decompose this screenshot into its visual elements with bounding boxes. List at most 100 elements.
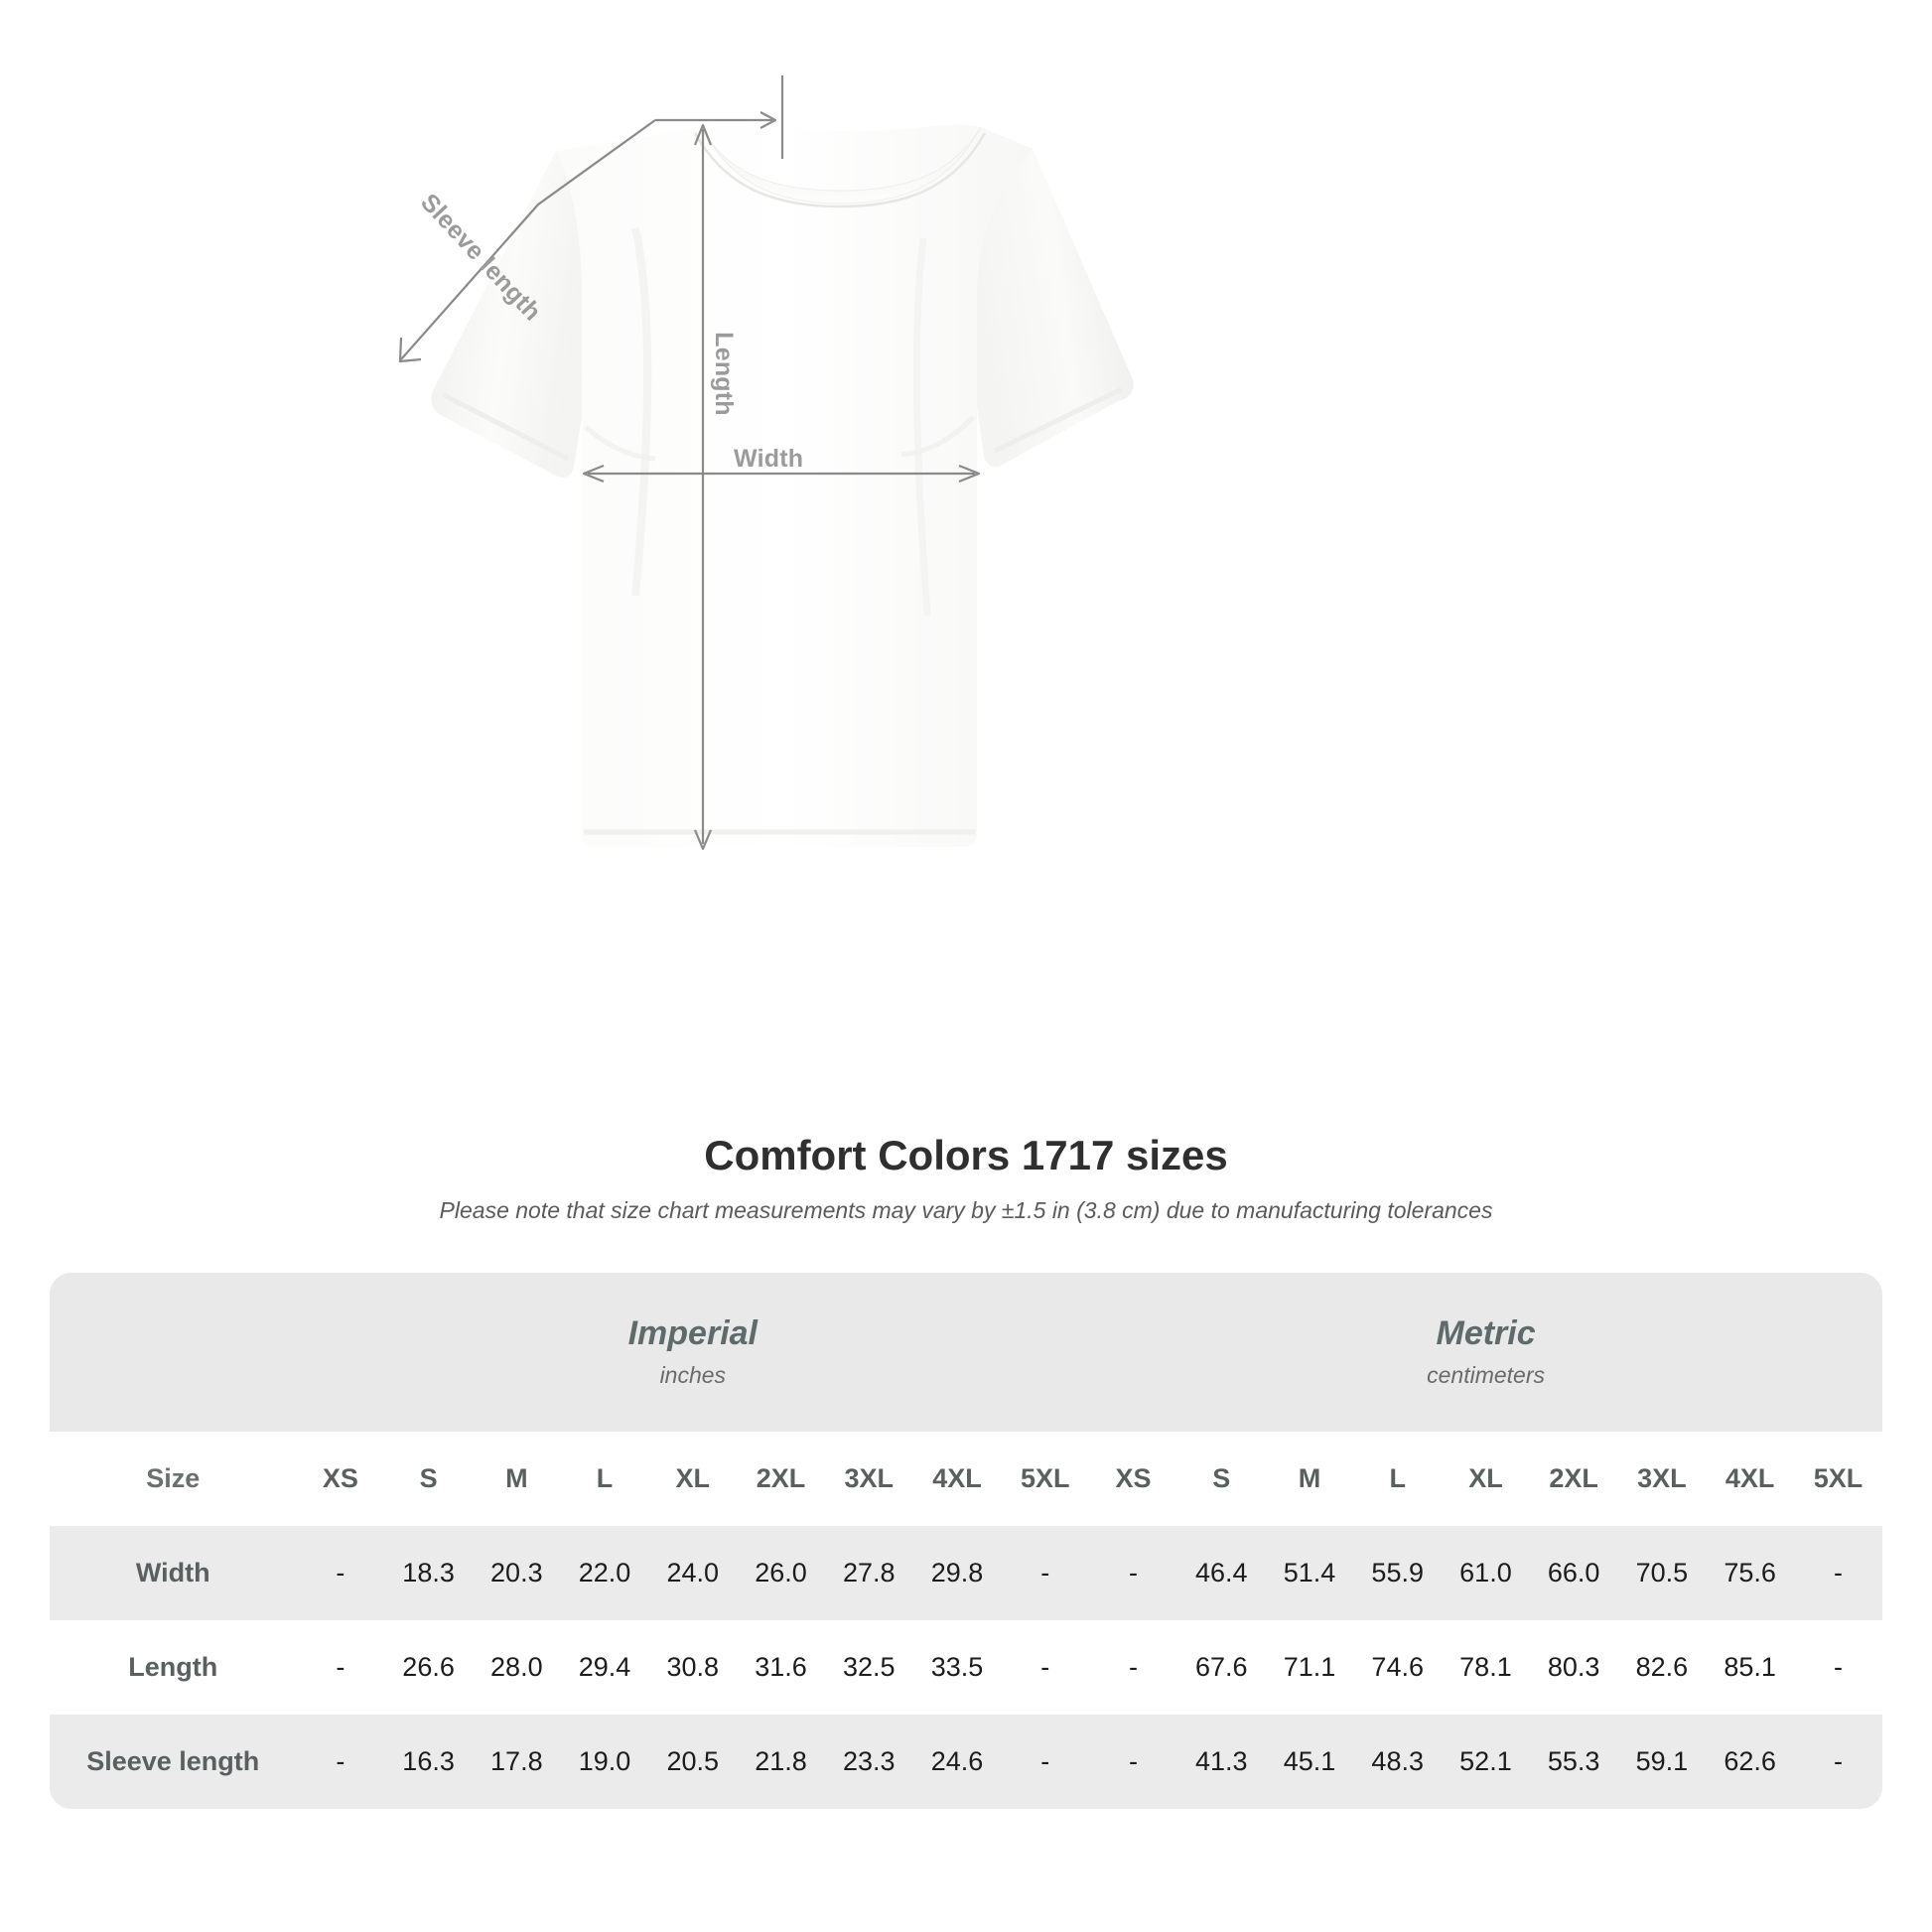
- cell-length-metric-4xl: 85.1: [1706, 1620, 1795, 1715]
- fabric-fold-armpit-right: [900, 415, 975, 458]
- cell-width-imperial-4xl: 29.8: [912, 1526, 1002, 1620]
- length-label: Length: [709, 332, 738, 416]
- width-dimension: [582, 464, 981, 483]
- table-row: Sleeve length -16.3 17.8 19.0 20.5 21.8 23.3 24…: [50, 1715, 1882, 1809]
- cell-sleeve-length-imperial-2xl: 21.8: [737, 1715, 825, 1809]
- size-header-metric-3xl: 3XL: [1617, 1432, 1707, 1526]
- measurement-label-sleeve-length: Sleeve length: [50, 1715, 297, 1809]
- sleeve-length-diagonal-leg: [400, 119, 656, 360]
- cell-length-imperial-xl: 30.8: [648, 1620, 738, 1715]
- cell-width-imperial-s: 18.3: [384, 1526, 473, 1620]
- cell-length-metric-xs: -: [1089, 1620, 1177, 1715]
- cell-length-imperial-2xl: 31.6: [737, 1620, 825, 1715]
- shirt-shape: [431, 123, 1134, 847]
- cell-width-imperial-xl: 24.0: [648, 1526, 738, 1620]
- cell-sleeve-length-metric-l: 48.3: [1353, 1715, 1443, 1809]
- cell-length-metric-m: 71.1: [1265, 1620, 1354, 1715]
- cell-width-imperial-l: 22.0: [560, 1526, 649, 1620]
- size-header-metric-s: S: [1176, 1432, 1266, 1526]
- shirt-collar: [700, 126, 982, 205]
- sleeve-length-arrowhead-right: [759, 111, 777, 129]
- cell-sleeve-length-metric-xl: 52.1: [1442, 1715, 1530, 1809]
- cell-length-imperial-4xl: 33.5: [912, 1620, 1002, 1715]
- table-row: Width -18.3 20.3 22.0 24.0 26.0 27.8 29.8- -46.4…: [50, 1526, 1882, 1620]
- chart-title-block: Comfort Colors 1717 sizes Please note th…: [0, 1132, 1932, 1224]
- tshirt-illustration: [398, 75, 1134, 851]
- cell-width-imperial-xs: -: [296, 1526, 385, 1620]
- cell-width-imperial-2xl: 26.0: [737, 1526, 825, 1620]
- cell-length-metric-5xl: -: [1794, 1620, 1882, 1715]
- cell-sleeve-length-metric-4xl: 62.6: [1706, 1715, 1795, 1809]
- size-header-metric-5xl: 5XL: [1794, 1432, 1882, 1526]
- size-header-metric-2xl: 2XL: [1529, 1432, 1618, 1526]
- cell-length-imperial-3xl: 32.5: [824, 1620, 913, 1715]
- tshirt-measurement-diagram: Sleeve length Length Width: [398, 75, 1134, 851]
- cell-sleeve-length-imperial-xl: 20.5: [648, 1715, 738, 1809]
- length-dimension: [693, 123, 713, 851]
- size-header-imperial-l: L: [560, 1432, 649, 1526]
- size-header-imperial-3xl: 3XL: [824, 1432, 913, 1526]
- size-header-imperial-xs: XS: [296, 1432, 385, 1526]
- cell-width-metric-xs: -: [1089, 1526, 1177, 1620]
- unit-header-spacer: [50, 1273, 297, 1432]
- length-arrowhead-top: [693, 123, 713, 146]
- cell-sleeve-length-metric-2xl: 55.3: [1529, 1715, 1618, 1809]
- size-header-metric-xl: XL: [1442, 1432, 1530, 1526]
- cell-length-metric-xl: 78.1: [1442, 1620, 1530, 1715]
- size-chart-table: Imperial inches Metric centimeters Size XS S M L…: [50, 1273, 1882, 1809]
- cell-sleeve-length-imperial-xs: -: [296, 1715, 385, 1809]
- cell-width-metric-4xl: 75.6: [1706, 1526, 1795, 1620]
- table-row: Length -26.6 28.0 29.4 30.8 31.6 32.5 33.5- -67.…: [50, 1620, 1882, 1715]
- fabric-fold-left: [631, 227, 652, 597]
- cell-sleeve-length-imperial-5xl: -: [1001, 1715, 1090, 1809]
- size-header-imperial-m: M: [472, 1432, 561, 1526]
- cell-width-metric-m: 51.4: [1265, 1526, 1354, 1620]
- cell-sleeve-length-metric-5xl: -: [1794, 1715, 1882, 1809]
- right-sleeve: [977, 149, 1134, 468]
- sleeve-length-arrowhead-left: [398, 337, 422, 363]
- cell-width-metric-3xl: 70.5: [1617, 1526, 1707, 1620]
- width-arrowhead-left: [582, 464, 605, 483]
- cell-length-imperial-xs: -: [296, 1620, 385, 1715]
- shirt-body: [431, 123, 1134, 847]
- size-header-metric-4xl: 4XL: [1706, 1432, 1795, 1526]
- unit-system-header-row: Imperial inches Metric centimeters: [50, 1273, 1882, 1432]
- page-title: Comfort Colors 1717 sizes: [704, 1132, 1228, 1178]
- right-cuff: [993, 386, 1124, 454]
- unit-system-name: Metric: [1436, 1313, 1536, 1352]
- cell-sleeve-length-imperial-s: 16.3: [384, 1715, 473, 1809]
- cell-sleeve-length-metric-xs: -: [1089, 1715, 1177, 1809]
- fabric-fold-armpit-left: [584, 425, 656, 462]
- cell-length-imperial-5xl: -: [1001, 1620, 1090, 1715]
- width-arrowhead-right: [958, 464, 981, 483]
- tolerance-note: Please note that size chart measurements…: [439, 1197, 1493, 1224]
- cell-sleeve-length-metric-3xl: 59.1: [1617, 1715, 1707, 1809]
- cell-width-metric-l: 55.9: [1353, 1526, 1443, 1620]
- cell-sleeve-length-imperial-m: 17.8: [472, 1715, 561, 1809]
- cell-sleeve-length-imperial-l: 19.0: [560, 1715, 649, 1809]
- size-row-header: Size: [50, 1432, 297, 1526]
- size-header-imperial-5xl: 5XL: [1001, 1432, 1090, 1526]
- measurement-label-length: Length: [50, 1620, 297, 1715]
- cell-width-metric-s: 46.4: [1176, 1526, 1266, 1620]
- cell-width-imperial-3xl: 27.8: [824, 1526, 913, 1620]
- unit-system-measure: centimeters: [1427, 1362, 1545, 1389]
- cell-length-metric-l: 74.6: [1353, 1620, 1443, 1715]
- size-label-row: Size XS S M L XL 2XL 3XL 4XL 5XL XS S M L XL 2XL 3XL 4XL 5…: [50, 1432, 1882, 1526]
- cell-length-metric-s: 67.6: [1176, 1620, 1266, 1715]
- size-header-metric-xs: XS: [1089, 1432, 1177, 1526]
- cell-width-imperial-5xl: -: [1001, 1526, 1090, 1620]
- fabric-fold-right: [912, 237, 931, 617]
- collar-seam: [693, 132, 987, 208]
- length-arrowhead-bottom: [693, 829, 713, 851]
- size-header-imperial-s: S: [384, 1432, 473, 1526]
- measurement-lines: [398, 75, 981, 851]
- sleeve-length-dimension: [398, 75, 784, 363]
- size-header-metric-m: M: [1265, 1432, 1354, 1526]
- measurement-label-width: Width: [50, 1526, 297, 1620]
- cell-width-imperial-m: 20.3: [472, 1526, 561, 1620]
- unit-header-imperial: Imperial inches: [296, 1273, 1090, 1432]
- unit-system-measure: inches: [659, 1362, 727, 1389]
- unit-header-metric: Metric centimeters: [1089, 1273, 1882, 1432]
- size-header-imperial-xl: XL: [648, 1432, 738, 1526]
